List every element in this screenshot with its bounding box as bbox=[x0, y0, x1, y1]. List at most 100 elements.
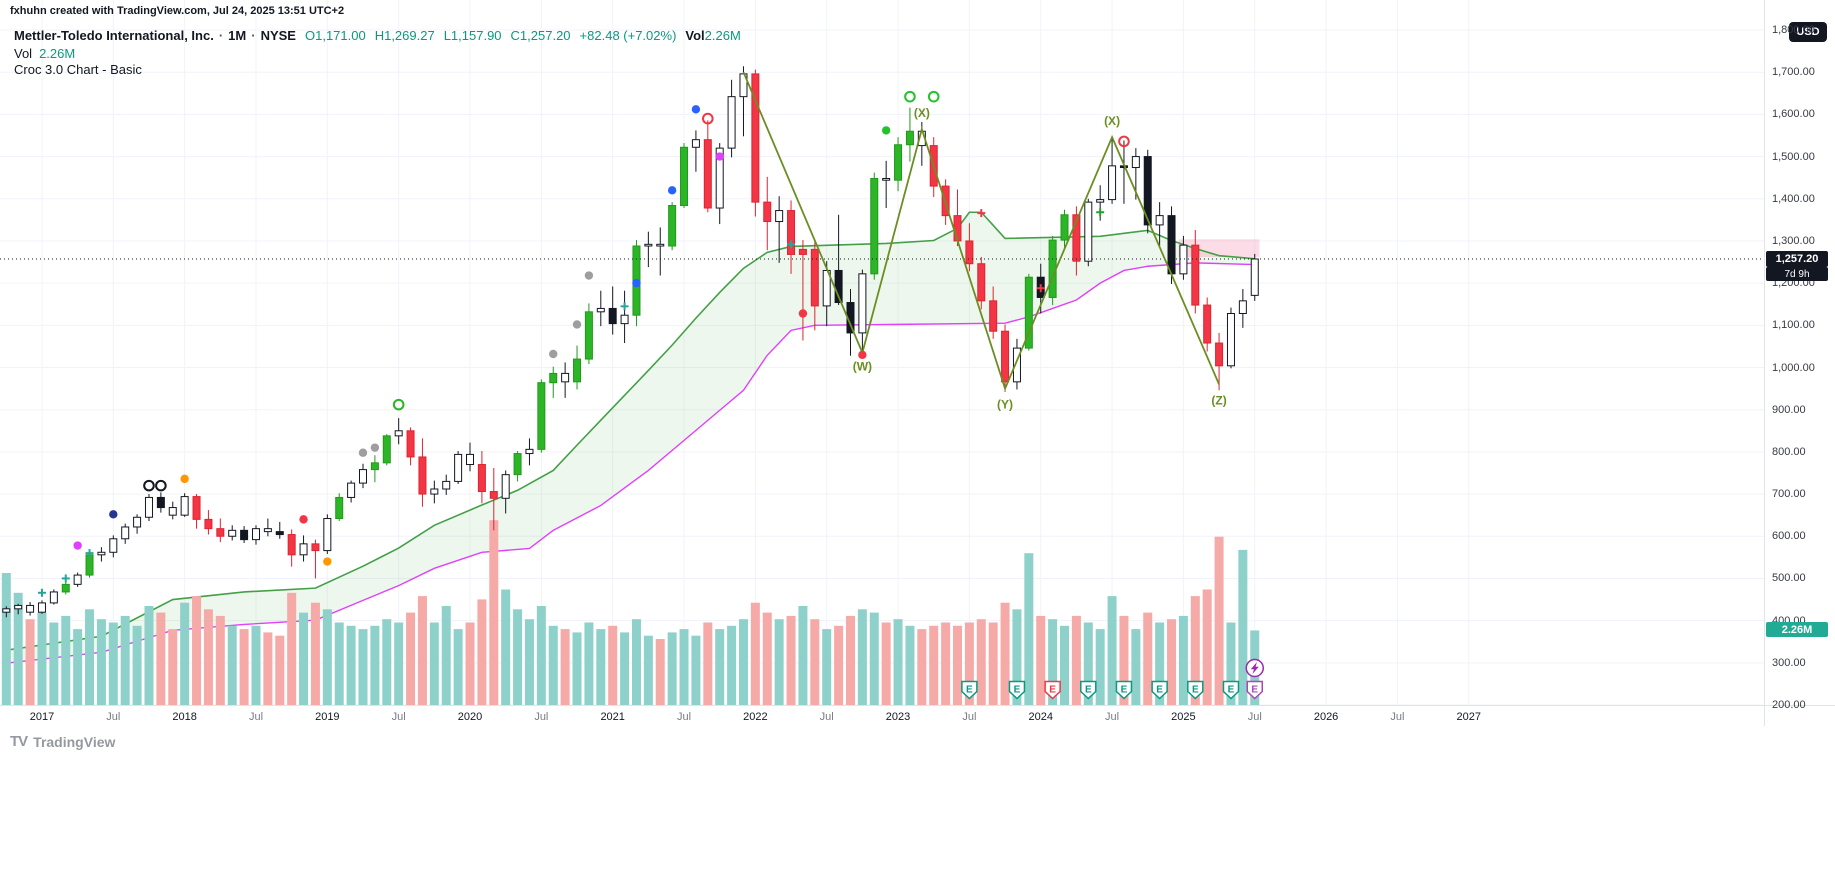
signal-dot bbox=[370, 443, 380, 452]
candle bbox=[763, 201, 772, 223]
signal-circle bbox=[155, 479, 167, 492]
zigzag-label: (Y) bbox=[997, 398, 1013, 412]
candle bbox=[1167, 215, 1176, 275]
earnings-badge[interactable] bbox=[1187, 680, 1204, 700]
candle bbox=[1238, 300, 1247, 314]
ohlc-open: O1,171.00 bbox=[304, 28, 366, 43]
signal-dot bbox=[323, 557, 332, 566]
earnings-letter: E bbox=[1156, 685, 1163, 696]
volume-bar bbox=[608, 625, 618, 705]
candle bbox=[311, 543, 320, 552]
candle bbox=[1155, 215, 1164, 226]
candle bbox=[596, 307, 605, 313]
candle bbox=[501, 474, 510, 499]
earnings-letter: E bbox=[1121, 685, 1128, 696]
time-axis-tick: 2026 bbox=[1313, 711, 1339, 723]
candle bbox=[454, 453, 463, 482]
earnings-badge[interactable] bbox=[961, 680, 978, 700]
time-axis[interactable]: 2017 Jul 2018 Jul 2019 Jul 2020 Jul 2021 Jul 2022 J… bbox=[0, 705, 1764, 727]
volume-bar bbox=[548, 625, 558, 705]
candle bbox=[192, 496, 201, 520]
candle bbox=[1215, 342, 1224, 367]
volume-bar bbox=[964, 622, 974, 705]
earnings-badge[interactable] bbox=[1151, 680, 1168, 700]
volume-bar bbox=[1143, 612, 1153, 705]
time-axis-tick: Jul bbox=[819, 711, 834, 723]
grid-layer bbox=[0, 0, 1764, 706]
price-axis-tick: 1,300.00 bbox=[1772, 234, 1815, 247]
volume-bar bbox=[786, 615, 796, 705]
volume-bar bbox=[299, 612, 309, 705]
candle bbox=[882, 178, 891, 181]
earnings-badge[interactable] bbox=[1044, 680, 1061, 700]
volume-bar bbox=[429, 622, 439, 705]
signal-dot bbox=[584, 271, 594, 280]
tradingview-logo[interactable]: TV TradingView bbox=[10, 733, 115, 750]
candle bbox=[275, 531, 284, 536]
volume-bar bbox=[287, 592, 297, 705]
candle bbox=[73, 574, 82, 585]
volume-bar bbox=[73, 629, 83, 705]
time-axis-tick: Jul bbox=[534, 711, 549, 723]
earnings-badge[interactable] bbox=[1080, 680, 1097, 700]
volume-indicator-legend[interactable]: Vol 2.26M bbox=[14, 46, 75, 61]
volume-bar bbox=[417, 596, 427, 705]
vol-inline-label: Vol bbox=[685, 28, 705, 43]
volume-bar bbox=[13, 592, 23, 705]
axis-horizontal-separator bbox=[0, 705, 1835, 706]
candle bbox=[989, 300, 998, 332]
time-axis-tick: Jul bbox=[676, 711, 692, 723]
candle bbox=[347, 482, 356, 498]
time-axis-tick: Jul bbox=[1105, 711, 1120, 723]
candle bbox=[977, 263, 986, 302]
signal-dot bbox=[109, 510, 118, 519]
timeframe-label[interactable]: 1M bbox=[228, 28, 247, 43]
volume-bar bbox=[132, 625, 142, 705]
earnings-badge[interactable] bbox=[1246, 680, 1263, 700]
volume-bar bbox=[655, 639, 665, 705]
croc-cloud bbox=[6, 212, 1255, 664]
time-axis-tick: 2024 bbox=[1028, 711, 1053, 723]
volume-bar bbox=[1155, 622, 1165, 705]
price-axis-tick: 1,800.00 bbox=[1772, 24, 1815, 36]
volume-bar bbox=[370, 625, 380, 705]
earnings-badge[interactable] bbox=[1115, 680, 1133, 700]
volume-bar bbox=[61, 615, 71, 705]
candle bbox=[1024, 276, 1033, 349]
candle bbox=[2, 608, 11, 613]
price-axis[interactable]: 1,800.00 1,700.00 1,600.00 1,500.00 1,400.00… bbox=[1765, 0, 1835, 726]
volume-bar bbox=[334, 622, 344, 705]
currency-badge[interactable]: USD bbox=[1789, 22, 1827, 42]
symbol-legend[interactable]: Mettler-Toledo International, Inc. · 1M · NY… bbox=[14, 28, 741, 43]
signal-dot bbox=[691, 105, 701, 114]
volume-bar bbox=[560, 629, 570, 705]
volume-bar bbox=[168, 629, 178, 705]
volume-bar bbox=[1190, 596, 1200, 705]
candle bbox=[156, 496, 165, 509]
candle bbox=[263, 528, 272, 533]
elliott-zigzag-line[interactable] bbox=[742, 71, 1220, 392]
candle bbox=[1096, 199, 1105, 203]
volume-bar bbox=[631, 619, 641, 705]
volume-bar bbox=[715, 629, 725, 705]
earnings-letter: E bbox=[1251, 685, 1258, 696]
volume-bar bbox=[667, 632, 677, 705]
volume-bar bbox=[643, 635, 653, 705]
candle bbox=[870, 178, 879, 275]
volume-bar bbox=[524, 619, 534, 705]
volume-bar bbox=[489, 520, 499, 705]
volume-bar bbox=[441, 606, 451, 705]
candle bbox=[1131, 156, 1140, 169]
earnings-badge[interactable] bbox=[1222, 680, 1240, 700]
volume-bar bbox=[857, 609, 867, 705]
bar-countdown-badge: 7d 9h bbox=[1766, 267, 1828, 282]
volume-bar bbox=[988, 622, 998, 705]
earnings-badge[interactable] bbox=[1008, 680, 1026, 700]
symbol-title[interactable]: Mettler-Toledo International, Inc. bbox=[14, 28, 214, 43]
croc-indicator-legend[interactable]: Croc 3.0 Chart - Basic bbox=[14, 62, 142, 77]
candle bbox=[1048, 239, 1057, 298]
volume-bar bbox=[750, 602, 760, 705]
candle bbox=[644, 243, 653, 247]
